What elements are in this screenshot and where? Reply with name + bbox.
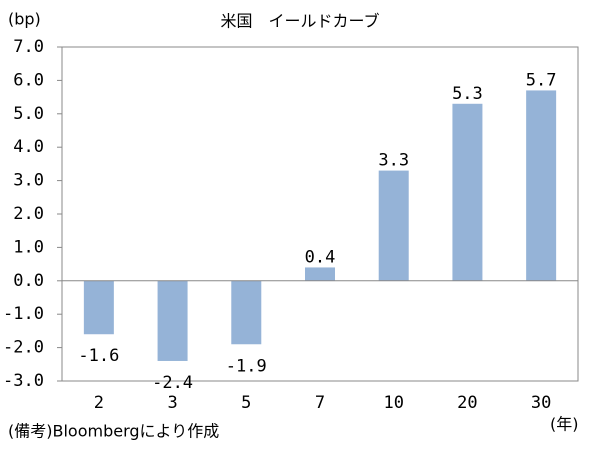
bar	[83, 280, 114, 335]
x-tick-label: 30	[531, 393, 551, 413]
y-tick-label: 4.0	[13, 137, 44, 157]
chart-title: 米国 イールドカーブ	[220, 12, 379, 31]
y-tick-label: 1.0	[13, 237, 44, 257]
value-label: 5.3	[452, 84, 483, 104]
x-tick-label: 7	[315, 393, 325, 413]
bar	[231, 280, 262, 345]
y-tick-label: -3.0	[3, 371, 44, 391]
x-tick-label: 20	[457, 393, 477, 413]
y-tick-label: 5.0	[13, 104, 44, 124]
y-tick-label: 3.0	[13, 171, 44, 191]
bar	[305, 267, 335, 281]
value-label: -2.4	[152, 373, 193, 393]
y-tick-label: -2.0	[3, 338, 44, 358]
y-unit: (bp)	[8, 10, 41, 29]
value-label: -1.9	[226, 356, 267, 376]
value-label: 3.3	[378, 151, 409, 171]
bar	[378, 170, 409, 281]
x-tick-label: 5	[241, 393, 251, 413]
y-tick-label: 0.0	[13, 271, 44, 291]
bar	[157, 280, 188, 361]
x-unit: (年)	[550, 415, 579, 434]
bar	[526, 90, 557, 281]
x-tick-label: 10	[383, 393, 403, 413]
y-tick-label: 2.0	[13, 204, 44, 224]
y-tick-label: -1.0	[3, 304, 44, 324]
y-tick-label: 7.0	[13, 37, 44, 57]
note: (備考)Bloombergにより作成	[8, 422, 219, 441]
y-tick-label: 6.0	[13, 70, 44, 90]
x-tick-label: 2	[94, 393, 104, 413]
value-label: 5.7	[526, 70, 557, 90]
plot-frame	[61, 46, 579, 382]
x-tick-label: 3	[167, 393, 177, 413]
value-label: -1.6	[78, 346, 119, 366]
value-label: 0.4	[305, 247, 336, 267]
bar	[452, 103, 483, 281]
